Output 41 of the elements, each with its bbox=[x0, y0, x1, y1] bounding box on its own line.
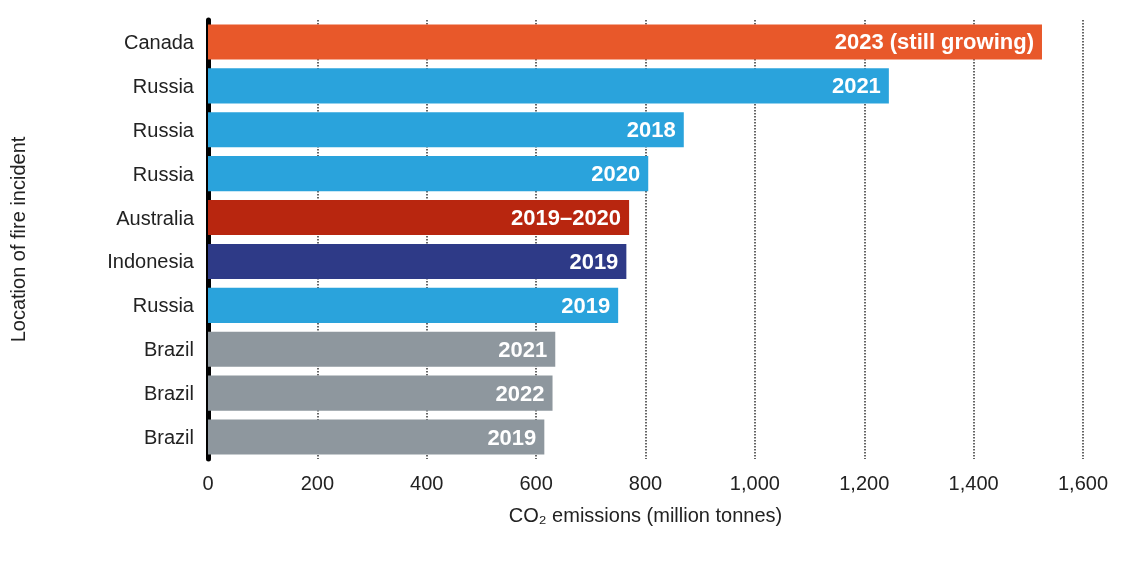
y-axis-title: Location of fire incident bbox=[7, 136, 29, 343]
y-tick-label: Russia bbox=[132, 118, 195, 141]
x-tick-label: 600 bbox=[519, 472, 553, 494]
y-tick-label: Brazil bbox=[143, 338, 194, 361]
x-tick-label: 200 bbox=[300, 472, 335, 494]
bar bbox=[208, 243, 627, 280]
bar bbox=[208, 199, 630, 236]
annotation: 2019 bbox=[487, 424, 537, 450]
y-tick-label: Australia bbox=[116, 206, 195, 229]
annotation: 2023 (still growing) bbox=[834, 29, 1034, 55]
x-axis-title: CO₂ emissions (million tonnes) bbox=[508, 504, 783, 526]
annotation: 2018 bbox=[626, 117, 676, 143]
x-tick-label: 0 bbox=[202, 472, 214, 494]
bar bbox=[208, 331, 556, 367]
annotation: 2021 bbox=[831, 73, 881, 99]
y-tick-label: Indonesia bbox=[107, 250, 195, 273]
bar bbox=[208, 156, 649, 192]
bar bbox=[208, 68, 889, 104]
annotation: 2022 bbox=[495, 380, 545, 406]
x-tick-label: 1,200 bbox=[839, 472, 890, 494]
y-tick-label: Brazil bbox=[143, 382, 194, 405]
y-tick-label: Russia bbox=[132, 74, 195, 97]
bar bbox=[208, 112, 684, 148]
bar bbox=[208, 24, 1042, 60]
annotation: 2019–2020 bbox=[510, 205, 622, 231]
y-tick-label: Russia bbox=[132, 294, 195, 317]
annotation: 2021 bbox=[498, 336, 548, 362]
x-tick-label: 1,000 bbox=[729, 472, 780, 494]
x-tick-label: 400 bbox=[410, 472, 444, 494]
annotation: 2019 bbox=[569, 248, 619, 274]
y-tick-label: Russia bbox=[132, 162, 195, 185]
bar bbox=[208, 375, 553, 411]
y-tick-label: Brazil bbox=[143, 426, 194, 449]
x-tick-label: 1,400 bbox=[948, 472, 999, 494]
x-tick-label: 1,600 bbox=[1057, 472, 1109, 494]
bar bbox=[208, 287, 619, 323]
bar bbox=[208, 419, 545, 455]
annotation: 2020 bbox=[591, 161, 641, 187]
annotation: 2019 bbox=[561, 292, 611, 318]
x-tick-label: 800 bbox=[628, 472, 663, 494]
y-tick-label: Canada bbox=[123, 30, 195, 53]
